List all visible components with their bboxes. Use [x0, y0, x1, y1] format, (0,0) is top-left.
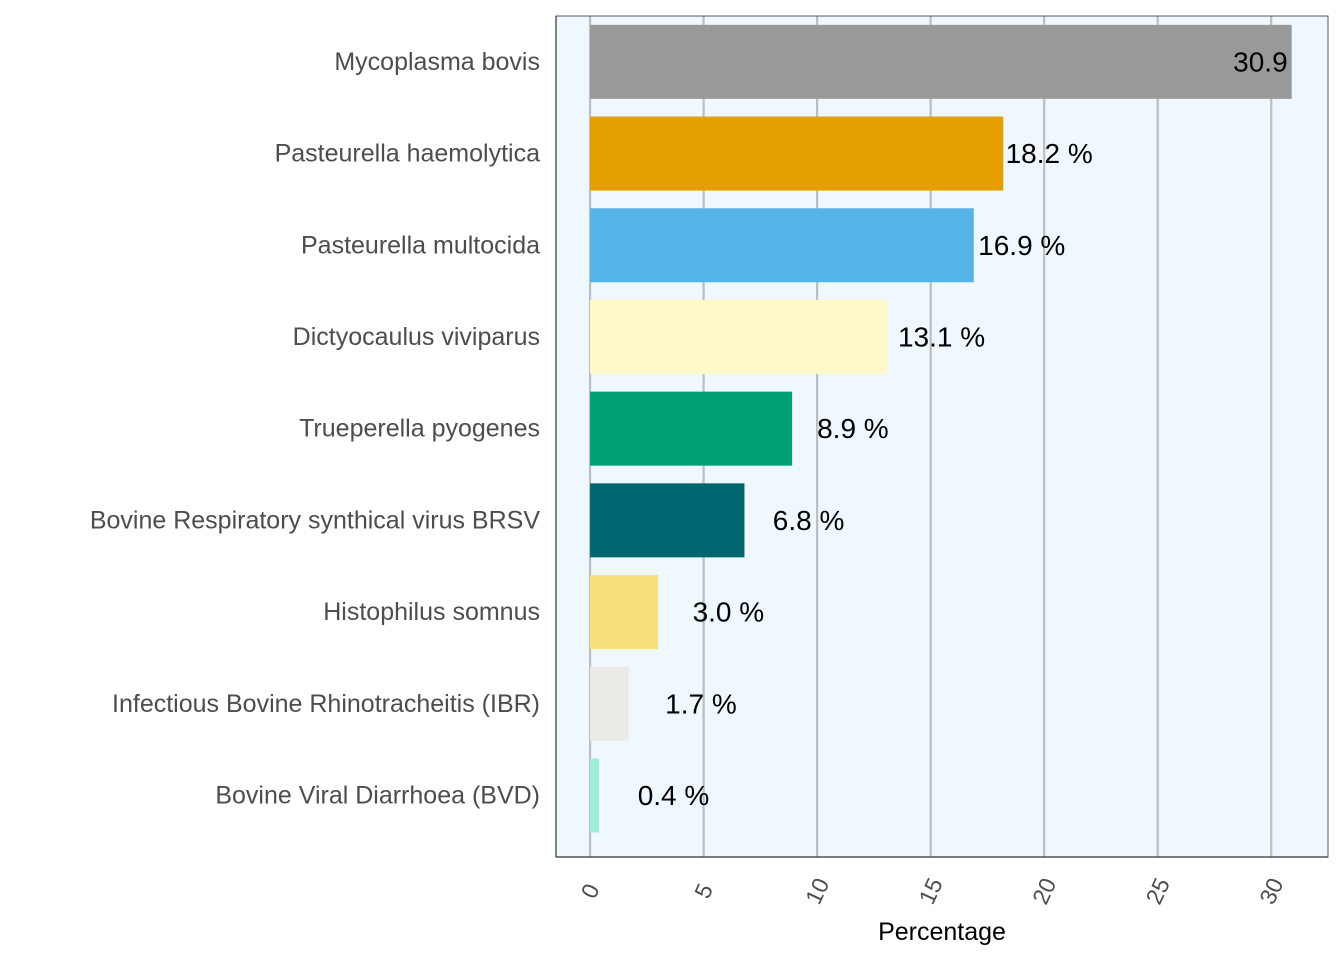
- category-labels: Mycoplasma bovis Pasteurella haemolytica P…: [90, 48, 540, 810]
- bar-1: [590, 24, 1292, 99]
- category-label-5: Trueperella pyogenes: [299, 415, 540, 443]
- x-tick-label-15: 15: [913, 874, 947, 908]
- category-label-7: Histophilus somnus: [323, 598, 540, 626]
- x-tick-label-0: 0: [576, 880, 605, 903]
- bars: [590, 24, 1292, 833]
- bar-9: [590, 758, 600, 833]
- plot-border: [555, 15, 1329, 858]
- x-tick-label-5: 5: [689, 880, 718, 903]
- x-tick-label-20: 20: [1027, 874, 1061, 908]
- data-label-4: 13.1 %: [898, 321, 985, 352]
- bar-5: [590, 391, 793, 466]
- data-label-5: 8.9 %: [817, 413, 889, 444]
- x-tick-label-25: 25: [1141, 874, 1175, 908]
- x-tick-labels: 0 5 10 15 20 25 30: [576, 874, 1289, 908]
- data-label-7: 3.0 %: [693, 597, 765, 628]
- data-label-1: 30.9: [1233, 46, 1288, 77]
- bar-4: [590, 299, 888, 374]
- category-label-9: Bovine Viral Diarrhoea (BVD): [215, 781, 540, 809]
- bar-6: [590, 483, 745, 558]
- data-label-9: 0.4 %: [638, 780, 710, 811]
- category-label-4: Dictyocaulus viviparus: [293, 323, 540, 351]
- data-label-6: 6.8 %: [773, 505, 845, 536]
- x-tick-label-10: 10: [800, 874, 834, 908]
- x-tick-label-30: 30: [1254, 874, 1288, 908]
- bar-7: [590, 575, 659, 650]
- x-axis-title: Percentage: [878, 918, 1006, 946]
- category-label-1: Mycoplasma bovis: [334, 48, 540, 76]
- data-label-3: 16.9 %: [978, 230, 1065, 261]
- category-label-2: Pasteurella haemolytica: [275, 140, 541, 168]
- category-label-6: Bovine Respiratory synthical virus BRSV: [90, 506, 540, 534]
- bar-2: [590, 116, 1004, 191]
- category-label-8: Infectious Bovine Rhinotracheitis (IBR): [112, 690, 540, 718]
- category-label-3: Pasteurella multocida: [301, 231, 540, 259]
- bar-3: [590, 208, 974, 283]
- data-labels: 30.9 18.2 % 16.9 % 13.1 % 8.9 % 6.8 % 3.0 % 1.7…: [638, 46, 1288, 811]
- bar-8: [590, 666, 629, 741]
- data-label-2: 18.2 %: [1006, 138, 1093, 169]
- data-label-8: 1.7 %: [665, 688, 737, 719]
